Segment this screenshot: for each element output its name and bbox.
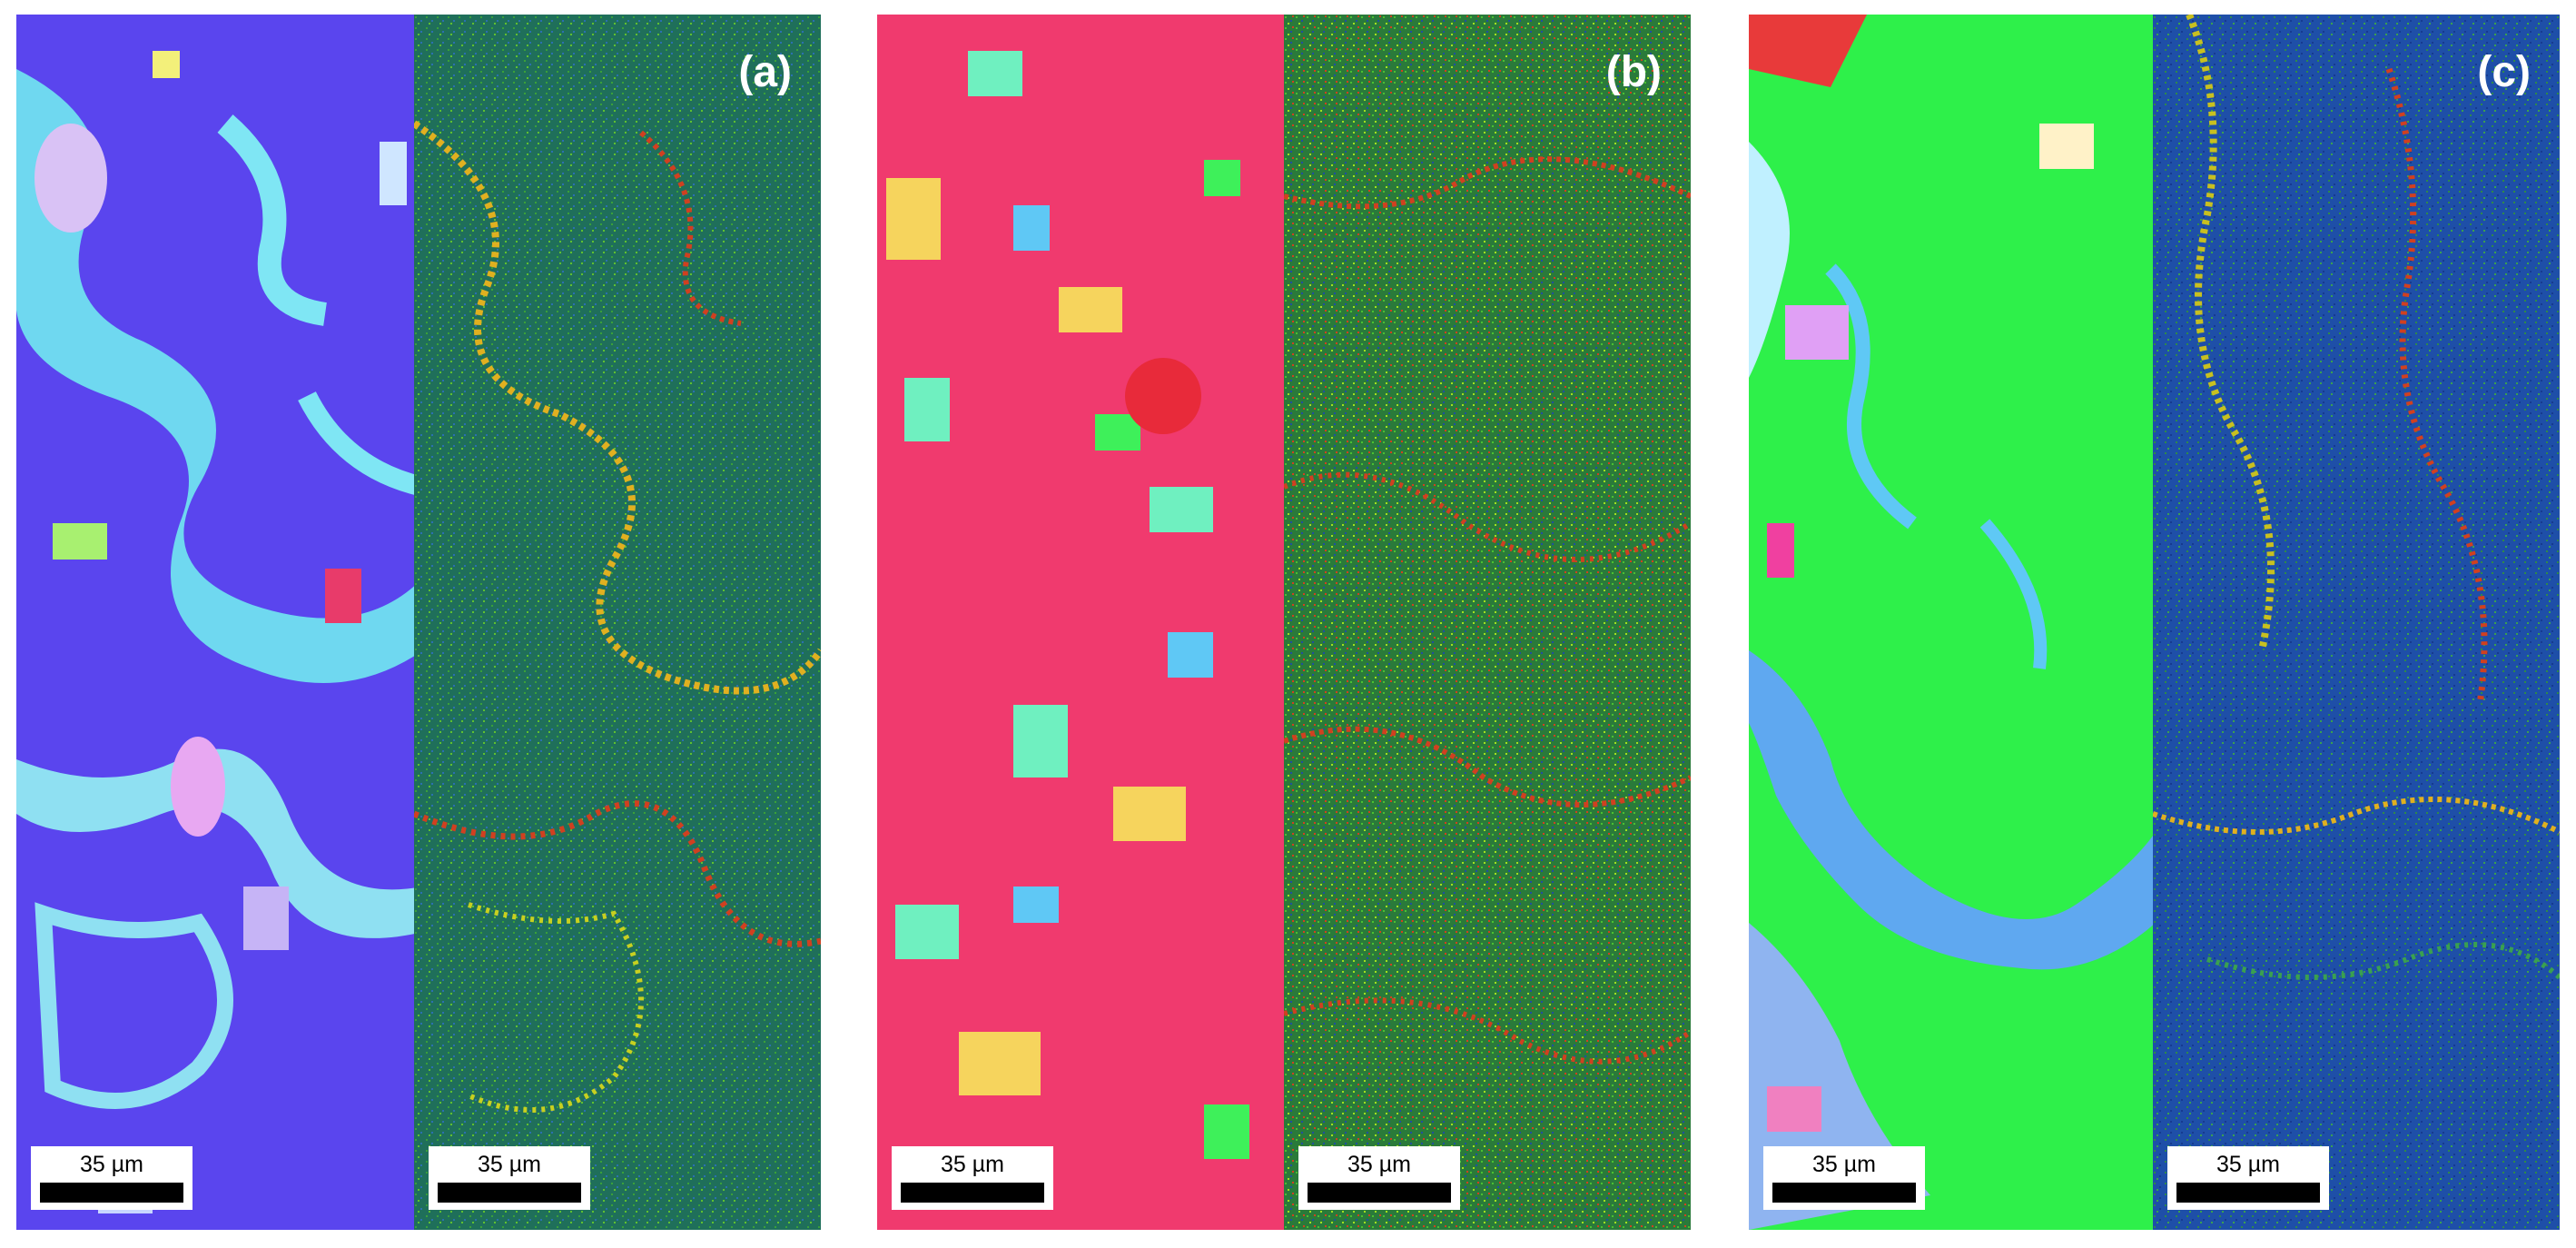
scale-label: 35 µm xyxy=(941,1152,1004,1177)
scale-bar-kam-a: 35 µm xyxy=(429,1146,590,1210)
ipf-image-c xyxy=(1749,15,2156,1230)
kam-image-a xyxy=(414,15,821,1230)
ipf-image-a xyxy=(16,15,423,1230)
ipf-map-c: 35 µm xyxy=(1749,15,2156,1230)
kam-image-c xyxy=(2153,15,2560,1230)
panel-label-c: (c) xyxy=(2477,48,2531,96)
scale-bar-line xyxy=(40,1183,183,1203)
scale-label: 35 µm xyxy=(478,1152,541,1177)
scale-bar-line xyxy=(2176,1183,2320,1203)
scale-bar-ipf-c: 35 µm xyxy=(1763,1146,1925,1210)
scale-bar-kam-c: 35 µm xyxy=(2167,1146,2329,1210)
scale-bar-line xyxy=(1772,1183,1916,1203)
panel-label-a: (a) xyxy=(738,48,792,96)
ipf-map-a: 35 µm xyxy=(16,15,423,1230)
scale-bar-line xyxy=(1308,1183,1451,1203)
scale-label: 35 µm xyxy=(1347,1152,1411,1177)
kam-map-a: (a) 35 µm xyxy=(414,15,821,1230)
kam-image-b xyxy=(1284,15,1691,1230)
scale-bar-line xyxy=(438,1183,581,1203)
panel-label-b: (b) xyxy=(1605,48,1662,96)
scale-label: 35 µm xyxy=(1812,1152,1876,1177)
scale-bar-line xyxy=(901,1183,1044,1203)
panel-c: 35 µm (c) 35 µm xyxy=(1749,15,2560,1230)
panel-a: 35 µm (a) 35 µm xyxy=(16,15,821,1230)
scale-label: 35 µm xyxy=(80,1152,143,1177)
kam-map-b: (b) 35 µm xyxy=(1284,15,1691,1230)
kam-map-c: (c) 35 µm xyxy=(2153,15,2560,1230)
scale-label: 35 µm xyxy=(2216,1152,2280,1177)
panel-b: 35 µm (b) 35 µm xyxy=(877,15,1691,1230)
scale-bar-kam-b: 35 µm xyxy=(1298,1146,1460,1210)
scale-bar-ipf-a: 35 µm xyxy=(31,1146,192,1210)
ipf-image-b xyxy=(877,15,1284,1230)
ipf-map-b: 35 µm xyxy=(877,15,1284,1230)
scale-bar-ipf-b: 35 µm xyxy=(892,1146,1053,1210)
